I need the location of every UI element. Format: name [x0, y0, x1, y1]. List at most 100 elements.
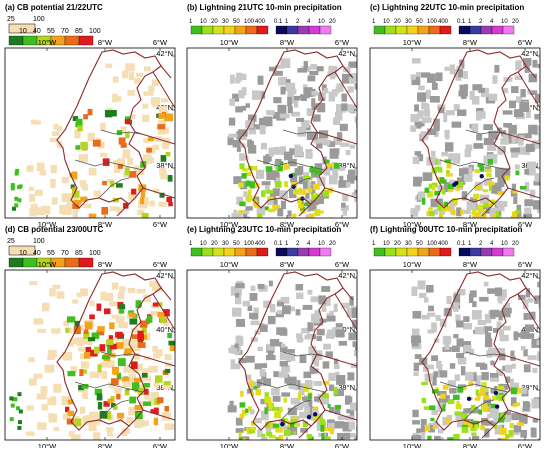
precip-cell — [254, 330, 261, 335]
cb-cell — [9, 396, 14, 401]
cb-cell — [28, 186, 34, 191]
lightning-cell — [291, 172, 296, 176]
precip-cell — [447, 380, 456, 388]
cb-cell — [128, 192, 136, 201]
precip-cell — [537, 63, 540, 69]
lightning-cell — [480, 213, 487, 218]
cb-legend-bottom: 10 40 55 70 85 100 — [8, 28, 101, 46]
cb-cell — [122, 428, 131, 434]
cb-cell — [148, 85, 155, 92]
cb-cell — [89, 300, 95, 307]
lightning-cell — [240, 390, 244, 397]
cb-cell — [59, 205, 70, 214]
precip-cell — [422, 117, 432, 123]
precip-cell — [426, 156, 437, 166]
lightning-cell — [455, 216, 463, 218]
precip-cell — [483, 124, 493, 131]
precip-cell — [463, 209, 472, 215]
cb-cell — [83, 351, 91, 359]
precip-cell — [245, 206, 253, 211]
precip-cell — [342, 206, 348, 216]
precip-cell — [316, 66, 324, 72]
precip-cell — [417, 154, 424, 162]
precip-cell — [431, 82, 438, 90]
precip-cell — [334, 112, 343, 121]
lon-label-bottom: 6°W — [153, 220, 168, 229]
cb-cell — [29, 193, 36, 202]
cb-cell — [18, 184, 23, 189]
cb-cell — [164, 368, 171, 374]
precip-cell — [336, 104, 346, 113]
precip-cell — [528, 311, 536, 320]
cb-cell — [96, 330, 105, 336]
precip-cell — [298, 411, 309, 419]
precip-cell — [414, 104, 420, 112]
lightning-cell — [303, 385, 309, 392]
precip-cell — [515, 332, 524, 338]
cb-cell — [122, 222, 130, 227]
precip-cell — [443, 112, 448, 123]
cb-cell — [77, 124, 83, 132]
cb-cell — [114, 164, 121, 174]
precip-cell — [349, 144, 356, 149]
lightning-cell — [512, 403, 517, 408]
precip-cell — [247, 114, 257, 122]
precip-cell — [484, 338, 493, 348]
precip-cell — [326, 329, 337, 337]
precip-cell — [311, 98, 316, 108]
cb-cell — [137, 363, 143, 372]
lightning-cell — [507, 434, 514, 438]
precip-cell — [428, 305, 434, 312]
lon-label-bottom: 10°W — [403, 442, 422, 448]
cb-cell — [99, 344, 106, 352]
precip-cell — [463, 345, 472, 353]
lightning-cell — [477, 163, 484, 168]
cb-cell — [93, 190, 101, 197]
precip-cell — [230, 286, 236, 296]
precip-cell — [322, 318, 327, 323]
lightning-cell — [287, 420, 291, 428]
cb-cell — [107, 398, 114, 403]
precip-cell — [504, 414, 511, 423]
precip-cell — [260, 142, 268, 150]
lightning-cell — [315, 169, 323, 175]
precip-cell — [487, 413, 494, 419]
cb-cell — [82, 417, 90, 425]
cb-cell — [87, 108, 93, 116]
cb-cell — [130, 339, 141, 349]
cb-cell — [80, 288, 88, 297]
precip-cell — [414, 121, 425, 127]
cb-cell — [122, 70, 129, 79]
lightning-cell — [238, 182, 244, 188]
cb-cell — [160, 316, 167, 324]
precip-cell — [435, 72, 443, 82]
cb-cell — [105, 63, 113, 68]
cb-cell — [109, 343, 117, 350]
precip-cell — [236, 213, 242, 218]
lightning-cell — [443, 201, 449, 207]
cb-swatch — [8, 35, 24, 46]
precip-cell — [341, 205, 349, 211]
lightning-cell — [268, 435, 276, 439]
cb-cell — [162, 127, 170, 134]
lightning-cell — [515, 209, 520, 214]
precip-cell — [327, 422, 335, 431]
cb-cell — [74, 320, 80, 328]
cb-cell — [89, 371, 100, 379]
lightning-cell — [474, 397, 481, 401]
lightning-cell — [329, 429, 334, 434]
cb-cell — [154, 285, 163, 292]
precip-cell — [323, 88, 329, 94]
precip-cell — [341, 103, 348, 111]
precip-cell — [306, 108, 315, 116]
lightning-cell — [429, 210, 435, 217]
precip-cell — [424, 364, 434, 370]
precip-cell — [349, 402, 357, 411]
precip-cell — [236, 143, 241, 152]
precip-cell — [479, 296, 489, 302]
cb-cell — [83, 114, 88, 120]
cb-cell — [15, 406, 20, 411]
precip-cell — [273, 70, 283, 76]
precip-cell — [277, 207, 284, 217]
precip-cell — [346, 307, 353, 318]
